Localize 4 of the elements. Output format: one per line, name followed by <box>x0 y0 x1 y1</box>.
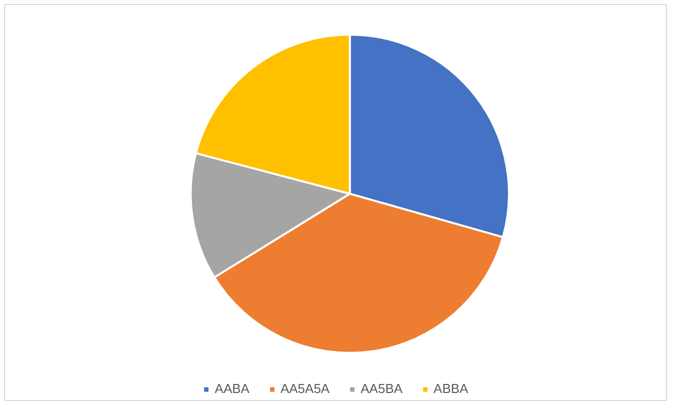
legend-label: AABA <box>214 381 250 396</box>
legend-label: AA5BA <box>360 381 403 396</box>
legend-label: ABBA <box>434 381 468 396</box>
legend-label: AA5A5A <box>280 381 330 396</box>
